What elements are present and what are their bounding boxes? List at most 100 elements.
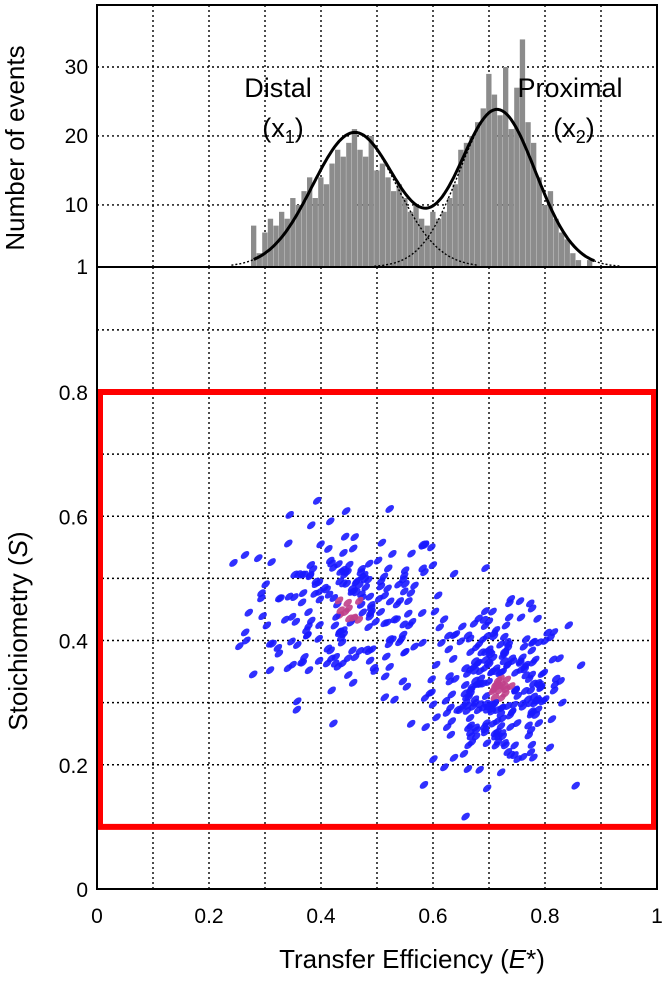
scatter-y-tick-label: 0 <box>76 879 88 902</box>
scatter-point <box>480 622 490 630</box>
histogram-fit <box>231 107 621 267</box>
histogram-bar <box>346 142 352 267</box>
scatter-point <box>291 617 301 626</box>
scatter-point <box>287 637 296 646</box>
scatter-point <box>258 612 267 621</box>
scatter-point <box>449 569 459 578</box>
scatter-point <box>402 682 412 691</box>
histogram-bar <box>531 142 537 267</box>
scatter-point <box>548 655 558 664</box>
histogram-bar <box>503 67 509 267</box>
scatter-point <box>348 544 358 553</box>
scatter-point <box>441 696 451 705</box>
scatter-point <box>470 657 480 666</box>
scatter-point <box>365 592 375 601</box>
scatter-point <box>254 554 263 563</box>
scatter-x-tick-label: 0 <box>91 905 103 928</box>
scatter-point <box>262 621 272 630</box>
scatter-point <box>447 717 457 726</box>
peak-label-proximal: Proximal <box>517 73 622 103</box>
scatter-point <box>481 728 490 737</box>
scatter-point <box>390 695 399 704</box>
scatter-point <box>512 719 522 728</box>
scatter-point <box>500 632 509 641</box>
scatter-point <box>456 637 466 646</box>
scatter-point <box>431 660 441 669</box>
scatter-point <box>496 710 506 719</box>
scatter-point <box>449 631 459 640</box>
scatter-point <box>460 681 470 689</box>
histogram-bar <box>290 198 296 267</box>
scatter-point <box>463 765 473 773</box>
histogram-bar <box>419 218 425 267</box>
scatter-point <box>485 648 495 657</box>
histogram-bar <box>559 232 565 267</box>
scatter-point <box>526 748 536 757</box>
scatter-point <box>367 601 376 609</box>
scatter-point <box>474 640 484 649</box>
histogram-bar <box>430 211 436 267</box>
scatter-point <box>466 648 475 656</box>
histogram-bar <box>335 149 341 267</box>
histogram-bar <box>570 253 576 267</box>
scatter-point <box>491 626 501 634</box>
x-label-prefix: Transfer Efficiency ( <box>279 944 509 974</box>
scatter-point <box>288 660 297 669</box>
histogram-bar <box>256 253 262 267</box>
scatter-point <box>369 663 379 672</box>
scatter-point <box>444 645 454 654</box>
scatter-point <box>398 677 408 686</box>
scatter-point <box>558 698 567 707</box>
histogram-bar <box>402 198 408 267</box>
histogram-bar <box>447 198 453 267</box>
scatter-point <box>261 580 270 589</box>
scatter-point <box>334 596 344 605</box>
scatter-point <box>385 505 394 513</box>
scatter-point <box>344 671 353 679</box>
histogram-bar <box>363 156 369 267</box>
histogram-bar <box>519 39 526 268</box>
scatter-point <box>410 642 419 651</box>
scatter-point <box>421 723 430 732</box>
scatter-point <box>324 544 333 553</box>
scatter-point <box>466 665 475 674</box>
scatter-point <box>284 592 294 601</box>
scatter-point <box>274 649 284 658</box>
selection-box-rect <box>97 389 657 830</box>
scatter-point <box>385 597 395 606</box>
histogram-bar <box>452 184 458 267</box>
histogram-bar <box>351 129 358 267</box>
scatter-point <box>520 686 530 695</box>
histogram-bar <box>547 191 554 267</box>
scatter-point <box>329 719 338 728</box>
scatter-point <box>314 578 324 587</box>
scatter-point <box>336 567 345 576</box>
scatter-point <box>533 614 542 623</box>
scatter-point <box>491 732 500 741</box>
scatter-point <box>445 672 454 681</box>
scatter-point <box>513 691 523 700</box>
peak-label-distal-x: (x1) <box>262 113 304 147</box>
scatter-point <box>451 674 460 683</box>
scatter-point <box>281 615 290 624</box>
scatter-point <box>503 661 512 670</box>
peak-label-proximal-subscript: 2 <box>576 127 586 147</box>
scatter-point <box>527 604 537 613</box>
scatter-point <box>417 609 427 617</box>
scatter-point <box>463 631 473 640</box>
scatter-point <box>240 628 250 637</box>
x-label-suffix: *) <box>526 944 545 974</box>
scatter-point <box>564 621 574 630</box>
scatter-point <box>500 739 509 747</box>
scatter-point <box>475 667 485 676</box>
scatter-point <box>334 560 343 569</box>
scatter-point <box>571 781 580 790</box>
scatter-point <box>433 591 443 600</box>
scatter-point <box>287 612 297 621</box>
scatter-point <box>364 559 374 568</box>
scatter-point <box>524 675 534 683</box>
scatter-point <box>364 623 373 632</box>
scatter-point <box>371 617 380 626</box>
scatter-y-tick-label: 0.8 <box>59 382 88 405</box>
